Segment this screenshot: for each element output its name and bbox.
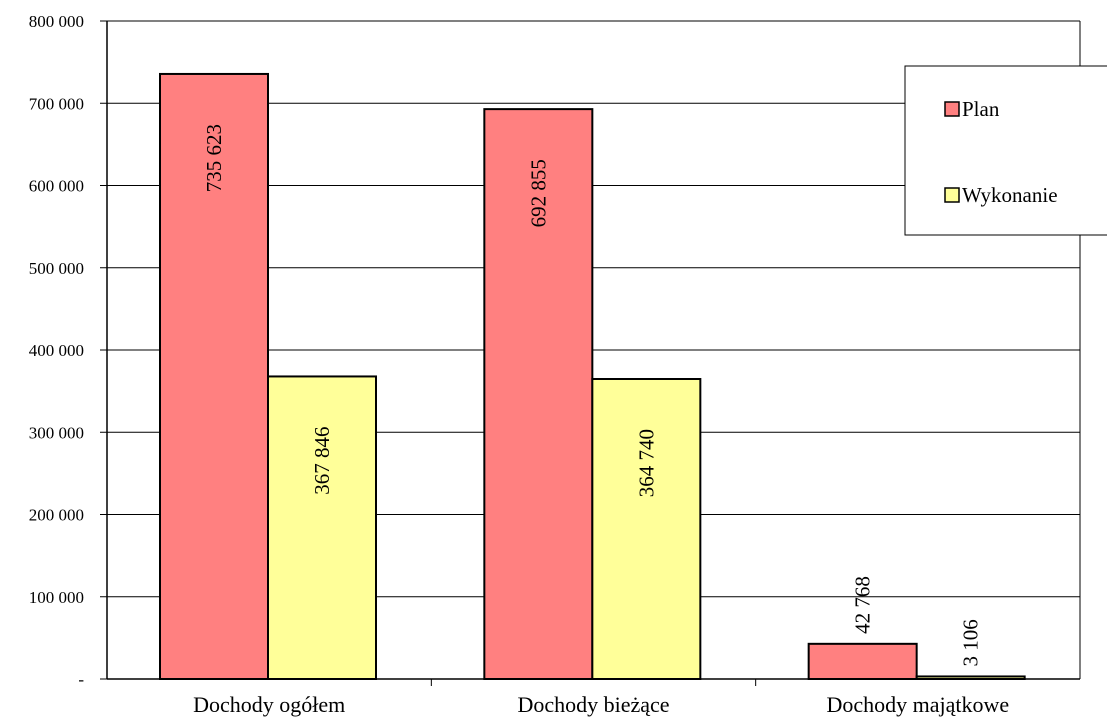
y-tick-label: - [78,670,84,689]
legend: Plan Wykonanie [904,65,1107,236]
y-tick-label: 200 000 [29,506,84,525]
legend-swatch-plan [944,101,960,117]
legend-box [904,65,1107,236]
bar-plan-2 [807,642,918,680]
data-label: 692 855 [526,159,550,227]
bar-wykonanie-0 [267,375,377,680]
data-labels: 735 623 367 846 692 855 364 740 42 768 3 106 [202,124,983,666]
y-tick-label: 600 000 [29,177,84,196]
data-label: 367 846 [310,426,334,494]
x-category-label: Dochody majątkowe [826,692,1009,717]
tick-labels: - 100 000 200 000 300 000 400 000 500 000 600 … [29,12,1009,717]
y-tick-label: 400 000 [29,341,84,360]
legend-label-wykonanie: Wykonanie [962,183,1058,207]
data-label: 735 623 [202,124,226,192]
data-label: 3 106 [959,619,983,666]
x-category-label: Dochody bieżące [517,692,669,717]
y-tick-label: 300 000 [29,423,84,442]
data-label: 42 768 [851,576,875,634]
bar-plan-0 [159,72,269,681]
y-tick-label: 100 000 [29,588,84,607]
bar-plan-1 [483,108,594,680]
y-tick-label: 800 000 [29,12,84,31]
bars [159,72,1026,681]
legend-swatch-wykonanie [944,187,960,203]
bar-wykonanie-1 [591,378,702,680]
legend-label-plan: Plan [962,97,1000,121]
x-category-label: Dochody ogółem [193,692,345,717]
y-tick-label: 700 000 [29,94,84,113]
y-tick-label: 500 000 [29,259,84,278]
data-label: 364 740 [634,429,658,497]
